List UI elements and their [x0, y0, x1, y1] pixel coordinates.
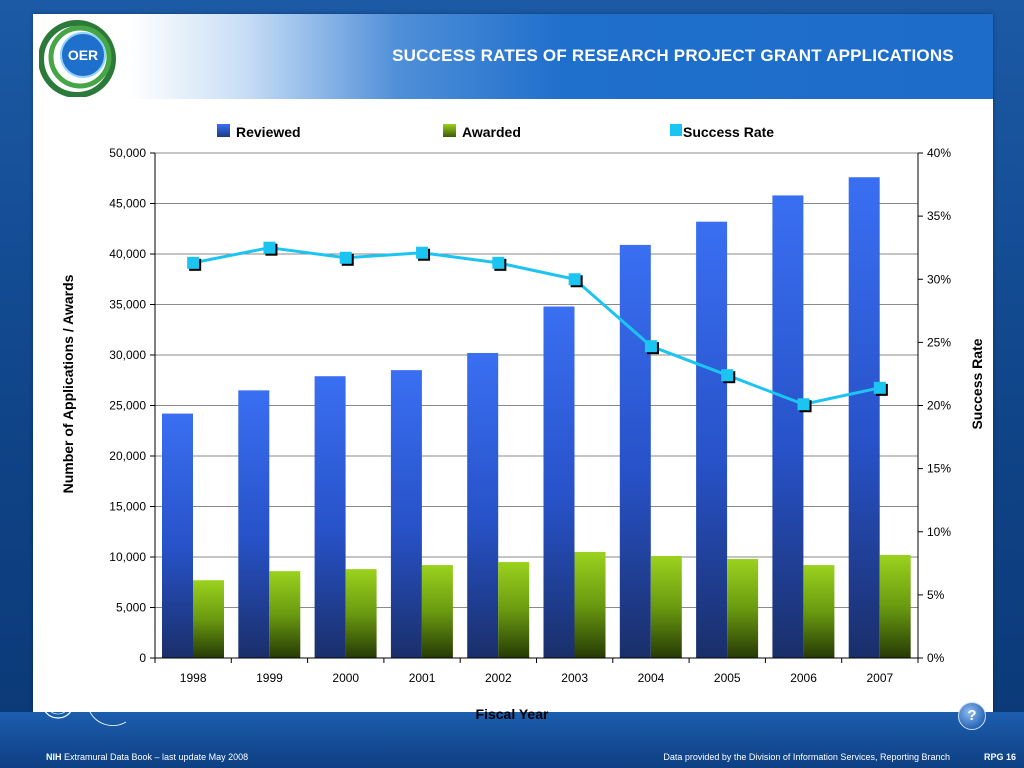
x-tick-label: 2006 — [790, 671, 817, 685]
bar-reviewed-2004 — [619, 244, 651, 658]
bar-awarded-1998 — [193, 580, 224, 658]
y2-tick-label: 15% — [927, 462, 951, 476]
y-tick-label: 15,000 — [109, 500, 146, 514]
x-tick-label: 2007 — [866, 671, 893, 685]
success-rate-polyline — [192, 246, 881, 406]
y-tick-label: 10,000 — [109, 550, 146, 564]
footer-databook-text: Extramural Data Book – last update May 2… — [61, 752, 249, 762]
y-tick-label: 45,000 — [109, 197, 146, 211]
legend-swatch-reviewed — [217, 124, 230, 137]
point-success-rate-2003 — [568, 273, 581, 286]
y2-tick-label: 5% — [927, 588, 945, 602]
y-tick-label: 0 — [139, 651, 146, 665]
legend-swatch-awarded — [443, 124, 456, 137]
y2-tick-label: 20% — [927, 399, 951, 413]
y-axis-title: Number of Applications / Awards — [60, 274, 76, 493]
bar-reviewed-2006 — [772, 195, 804, 659]
x-tick-label: 2005 — [714, 671, 741, 685]
point-success-rate-2005 — [721, 369, 734, 382]
y2-axis-title: Success Rate — [969, 338, 985, 429]
bar-awarded-2007 — [879, 554, 911, 658]
bar-awarded-2002 — [498, 562, 530, 658]
axis-labels: Number of Applications / Awards Success … — [60, 274, 985, 722]
point-success-rate-2002 — [492, 256, 505, 269]
x-tick-label: 2003 — [561, 671, 588, 685]
legend: Reviewed Awarded Success Rate — [217, 124, 774, 140]
x-tick-label: 1999 — [256, 671, 283, 685]
bar-awarded-2005 — [727, 559, 759, 658]
page-title: SUCCESS RATES OF RESEARCH PROJECT GRANT … — [392, 46, 954, 65]
bar-awarded-2001 — [421, 565, 453, 658]
y-tick-label: 40,000 — [109, 247, 146, 261]
y-tick-label: 30,000 — [109, 348, 146, 362]
bar-awarded-2003 — [574, 551, 606, 658]
y2-tick-label: 0% — [927, 651, 945, 665]
y2-tick-label: 35% — [927, 209, 951, 223]
y-tick-label: 35,000 — [109, 298, 146, 312]
point-success-rate-2004 — [644, 340, 657, 353]
oer-logo: OER — [39, 20, 116, 97]
point-success-rate-2000 — [339, 251, 352, 264]
bar-reviewed-1998 — [162, 413, 193, 658]
y2-tick-label: 40% — [927, 146, 951, 160]
y2-tick-label: 25% — [927, 335, 951, 349]
bar-awarded-2006 — [803, 565, 835, 658]
nih-logo — [89, 671, 138, 726]
y-tick-label: 50,000 — [109, 146, 146, 160]
point-success-rate-2006 — [797, 398, 810, 411]
x-tick-label: 2000 — [332, 671, 359, 685]
success-rate-line — [187, 241, 888, 413]
point-success-rate-2007 — [873, 381, 886, 394]
legend-label-awarded: Awarded — [462, 124, 521, 140]
y2-tick-label: 30% — [927, 272, 951, 286]
bar-reviewed-2000 — [314, 376, 346, 658]
y-tick-label: 25,000 — [109, 399, 146, 413]
footer-nih-label: NIH — [46, 752, 62, 762]
legend-label-success-rate: Success Rate — [683, 124, 774, 140]
y2-tick-label: 10% — [927, 525, 951, 539]
bar-awarded-2000 — [345, 569, 377, 658]
axes: 0 5,000 10,000 15,000 20,000 25,000 30,000 35,0… — [109, 146, 951, 685]
bars — [162, 177, 911, 659]
bar-reviewed-2003 — [543, 306, 575, 658]
point-success-rate-1998 — [187, 256, 200, 269]
x-axis-title: Fiscal Year — [476, 706, 549, 722]
footer-page-label: RPG 16 — [983, 752, 1016, 762]
hhs-seal-logo — [41, 685, 75, 719]
legend-label-reviewed: Reviewed — [236, 124, 301, 140]
gridlines — [155, 152, 918, 608]
point-success-rate-1999 — [263, 241, 276, 254]
footer-provider-text: Data provided by the Division of Informa… — [663, 752, 950, 762]
x-tick-label: 2002 — [485, 671, 512, 685]
bar-reviewed-2002 — [467, 352, 499, 658]
slide-header: OER SUCCESS RATES OF RESEARCH PROJECT GR… — [33, 14, 993, 99]
bar-reviewed-2001 — [390, 370, 422, 658]
legend-swatch-success-rate — [670, 124, 682, 136]
footer-source: NIH Extramural Data Book – last update M… — [46, 752, 248, 762]
x-tick-label: 2004 — [638, 671, 665, 685]
bar-reviewed-1999 — [238, 390, 270, 658]
bar-awarded-1999 — [269, 571, 301, 658]
help-button[interactable]: ? — [958, 702, 986, 730]
bar-reviewed-2005 — [696, 221, 728, 658]
y-tick-label: 5,000 — [116, 601, 146, 615]
point-success-rate-2001 — [416, 246, 429, 259]
oer-logo-text: OER — [68, 47, 98, 63]
y-tick-label: 20,000 — [109, 449, 146, 463]
footer-band — [0, 712, 1024, 768]
x-tick-label: 2001 — [409, 671, 436, 685]
x-tick-label: 1998 — [180, 671, 207, 685]
bar-reviewed-2007 — [848, 177, 880, 659]
bar-awarded-2004 — [650, 555, 682, 658]
